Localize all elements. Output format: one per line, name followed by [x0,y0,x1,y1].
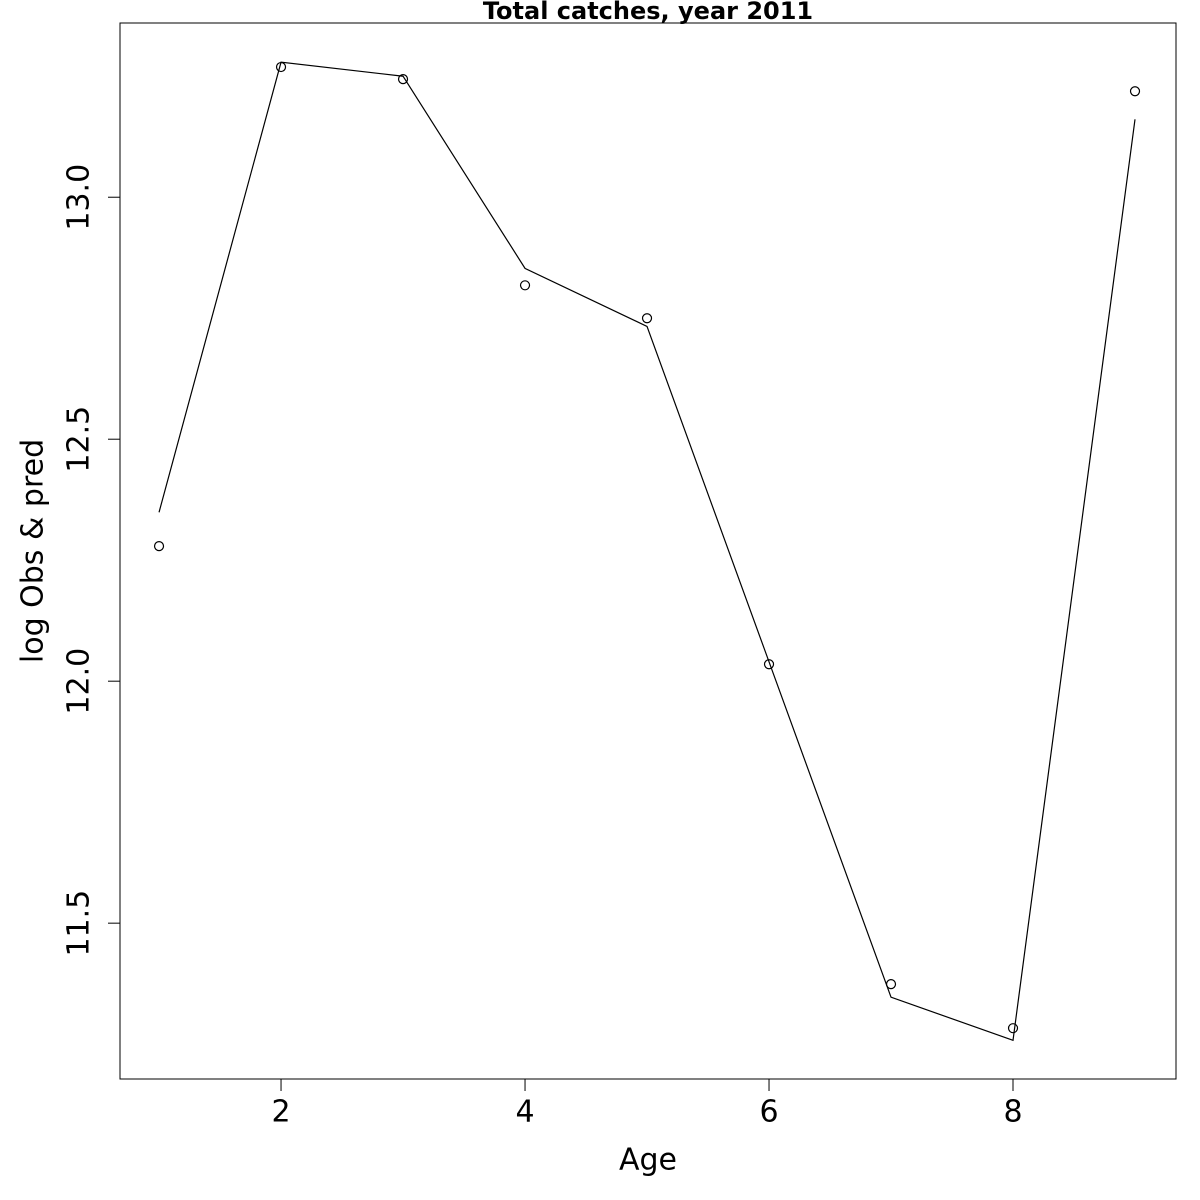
plot-frame [119,22,1177,1080]
x-tick-label: 2 [271,1095,290,1130]
obs-point [763,659,775,670]
obs-point [1007,1023,1019,1034]
x-tick-label: 8 [1003,1095,1022,1130]
y-tick-label: 11.5 [62,890,97,957]
x-tick-label: 4 [515,1095,534,1130]
x-axis-label: Age [619,1143,677,1178]
obs-point [153,541,165,552]
chart-title: Total catches, year 2011 [483,0,813,25]
y-tick-label: 12.5 [62,406,97,473]
y-tick-label: 13.0 [62,164,97,231]
pred-line [158,61,1136,1042]
obs-point [641,313,653,324]
x-tick-label: 6 [759,1095,778,1130]
obs-point [397,74,409,85]
y-tick-label: 12.0 [62,648,97,715]
obs-point [1129,86,1141,97]
y-axis-label: log Obs & pred [16,439,51,663]
obs-point [519,280,531,291]
